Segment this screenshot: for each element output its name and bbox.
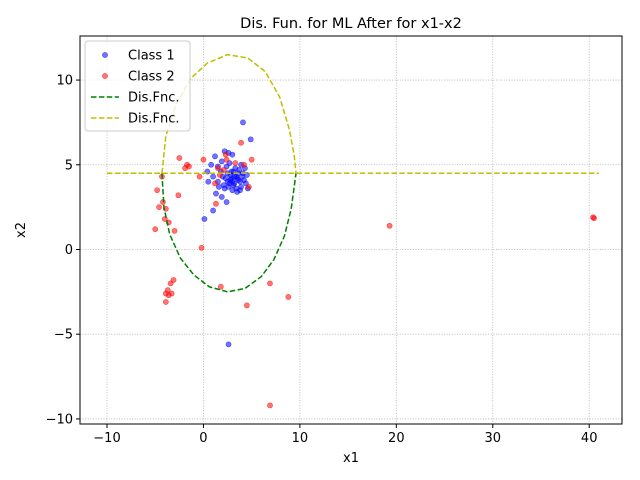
data-point [224,178,231,185]
y-tick-label: 5 [65,158,73,173]
data-point [162,290,169,297]
data-point [201,216,208,222]
y-tick-label: 10 [56,74,73,89]
data-point [213,190,219,197]
plot-series [107,53,599,409]
data-point [176,155,183,161]
data-point [213,200,219,207]
data-point [225,341,232,348]
legend-entry: Class 2 [102,70,175,85]
data-point [212,153,218,160]
data-point [267,280,273,287]
data-point [223,199,230,205]
data-point [152,226,159,233]
legend-entry: Dis.Fnc. [91,112,180,127]
legend-box [84,40,191,132]
data-point [220,166,227,173]
data-point [231,180,238,187]
data-point [208,161,215,168]
legend-marker [102,52,108,58]
legend-label: Dis.Fnc. [128,91,180,106]
legend-entry: Class 1 [102,49,175,64]
data-point [386,222,393,229]
data-point [218,194,225,200]
data-point [162,299,169,305]
data-point [184,161,190,168]
data-point [200,156,207,163]
x-tick-label: −10 [93,431,120,446]
data-point [210,173,216,180]
data-point [248,156,255,163]
y-tick-label: 0 [65,243,73,258]
data-point [171,227,178,234]
curve-segment [161,173,297,293]
data-point [156,204,162,211]
x-tick-label: 20 [388,431,405,446]
axes-frame [79,35,623,425]
data-point [198,244,205,251]
data-point [168,290,175,297]
data-point [222,151,229,158]
data-point [591,215,597,222]
data-point [229,187,236,194]
data-point [175,192,182,199]
legend: Class 1 Class 2 Dis.Fnc. Dis.Fnc. [84,40,191,132]
x-tick-label: 40 [581,431,598,446]
y-tick-label: −10 [46,412,73,427]
legend-label: Class 1 [128,49,175,64]
data-point [215,165,221,172]
data-point [212,180,218,187]
data-point [217,283,224,290]
legend-label: Class 2 [128,70,175,85]
data-point [167,280,174,287]
data-point [233,173,240,180]
axis-ticks: −10 0 10 20 30 40 −10 −5 0 5 10 [46,74,598,446]
data-point [215,183,222,190]
y-tick-label: −5 [54,328,73,343]
x-axis-label: x1 [343,451,359,466]
data-point [236,166,243,173]
data-point [232,160,239,166]
x-tick-label: 30 [484,431,501,446]
data-point [285,294,292,300]
grid [80,36,622,424]
data-point [267,402,273,409]
data-point [238,139,244,146]
data-point [210,207,216,214]
data-point [196,173,203,180]
data-point [245,183,252,190]
data-point [218,158,225,165]
legend-entry: Dis.Fnc. [91,91,180,106]
y-axis-label: x2 [14,222,29,238]
data-point [223,156,230,163]
data-point [221,185,228,192]
data-point [240,119,246,126]
data-point [243,302,250,309]
data-point [154,187,161,194]
x-tick-label: 0 [199,431,207,446]
data-point [241,161,247,168]
legend-label: Dis.Fnc. [128,112,180,127]
chart-title: Dis. Fun. for ML After for x1-x2 [240,16,462,32]
data-point [247,136,254,143]
data-point [205,178,212,185]
legend-marker [102,73,108,79]
data-point [237,187,243,194]
x-tick-label: 10 [292,431,309,446]
